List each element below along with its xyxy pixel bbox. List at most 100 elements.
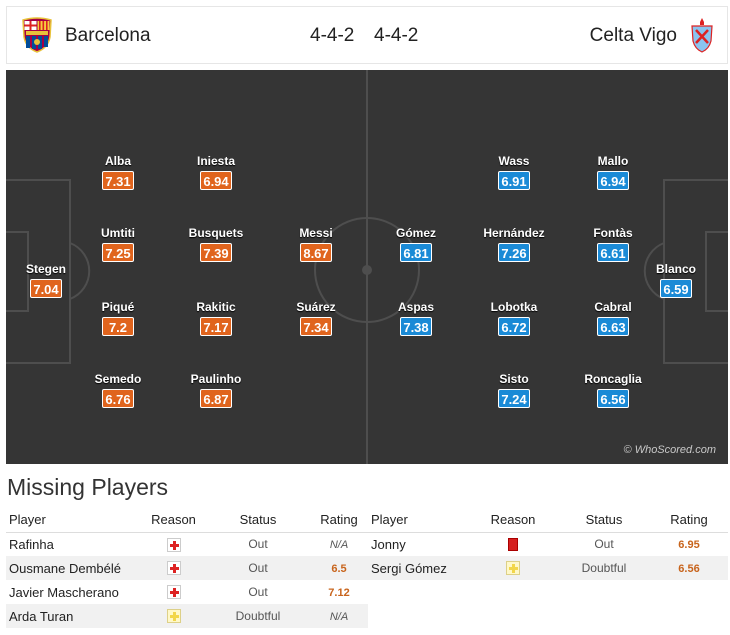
home-formation: 4-4-2: [310, 25, 355, 46]
player-name: Suárez: [296, 300, 336, 314]
home-player-rakitic[interactable]: Rakitic 7.17: [176, 300, 256, 337]
reason-cell: [141, 532, 206, 556]
missing-player-name[interactable]: Ousmane Dembélé: [6, 556, 141, 580]
home-player-suarez[interactable]: Suárez 7.34: [276, 300, 356, 337]
status-cell: Out: [594, 537, 614, 552]
missing-player-row: Javier Mascherano Out 7.12: [6, 580, 368, 604]
injury-icon: [166, 537, 181, 552]
missing-player-name[interactable]: Sergi Gómez: [368, 556, 468, 580]
away-player-cabral[interactable]: Cabral 6.63: [573, 300, 653, 337]
column-rating: Rating: [310, 508, 368, 533]
player-rating: 7.24: [498, 389, 530, 408]
player-name: Stegen: [25, 262, 66, 276]
player-name: Messi: [299, 226, 333, 240]
home-missing-table: Player Reason Status Rating Rafinha Out N/…: [6, 508, 368, 628]
player-rating: 6.61: [597, 243, 629, 262]
status-cell: Out: [248, 585, 268, 599]
column-status: Status: [558, 508, 650, 533]
player-name: Lobotka: [490, 300, 538, 314]
player-rating: 7.04: [30, 279, 62, 298]
away-player-roncaglia[interactable]: Roncaglia 6.56: [573, 372, 653, 409]
player-name: Fontàs: [593, 226, 633, 240]
player-name: Gómez: [395, 226, 436, 240]
player-rating: 6.94: [200, 171, 232, 190]
player-rating: 7.39: [200, 243, 232, 262]
missing-player-row: Arda Turan Doubtful N/A: [6, 604, 368, 628]
player-name: Blanco: [655, 262, 696, 276]
away-player-wass[interactable]: Wass 6.91: [474, 154, 554, 191]
rating-cell: 6.95: [650, 532, 728, 556]
home-team-name[interactable]: Barcelona: [65, 25, 151, 46]
column-reason: Reason: [141, 508, 206, 533]
column-player: Player: [368, 508, 468, 533]
home-player-semedo[interactable]: Semedo 6.76: [78, 372, 158, 409]
player-name: Mallo: [597, 154, 629, 168]
home-player-alba[interactable]: Alba 7.31: [78, 154, 158, 191]
player-name: Iniesta: [196, 154, 235, 168]
player-rating: 7.17: [200, 317, 232, 336]
player-name: Hernández: [483, 226, 545, 240]
missing-player-rating: 6.5: [331, 563, 347, 575]
away-player-hernandez[interactable]: Hernández 7.26: [474, 226, 554, 263]
column-player: Player: [6, 508, 141, 533]
pitch-lines: [6, 70, 728, 464]
player-rating: 7.26: [498, 243, 530, 262]
away-player-lobotka[interactable]: Lobotka 6.72: [474, 300, 554, 337]
player-name: Piqué: [101, 300, 135, 314]
away-player-gomez[interactable]: Gómez 6.81: [376, 226, 456, 263]
player-name: Umtiti: [101, 226, 135, 240]
celta-vigo-crest-icon[interactable]: [689, 17, 715, 53]
player-rating: 6.59: [660, 279, 692, 298]
missing-player-name[interactable]: Jonny: [371, 536, 406, 552]
reason-cell: [141, 556, 206, 580]
missing-player-name[interactable]: Javier Mascherano: [9, 584, 119, 600]
away-player-aspas[interactable]: Aspas 7.38: [376, 300, 456, 337]
missing-player-row: Sergi Gómez Doubtful 6.56: [368, 556, 728, 580]
away-missing-table: Player Reason Status Rating Jonny Out 6.95…: [368, 508, 728, 580]
missing-player-rating: 6.95: [678, 539, 700, 552]
player-rating: 6.94: [597, 171, 629, 190]
missing-player-rating: 6.56: [678, 563, 700, 575]
player-name: Busquets: [188, 226, 244, 240]
player-name: Semedo: [94, 372, 142, 386]
home-player-busquets[interactable]: Busquets 7.39: [176, 226, 256, 263]
status-cell: Doubtful: [558, 556, 650, 580]
away-player-sisto[interactable]: Sisto 7.24: [474, 372, 554, 409]
home-player-iniesta[interactable]: Iniesta 6.94: [176, 154, 256, 191]
doubtful-icon: [506, 561, 520, 576]
injury-icon: [166, 561, 181, 576]
home-player-paulinho[interactable]: Paulinho 6.87: [176, 372, 256, 409]
home-player-messi[interactable]: Messi 8.67: [276, 226, 356, 263]
barcelona-crest-icon[interactable]: [21, 17, 53, 53]
away-player-fontas[interactable]: Fontàs 6.61: [573, 226, 653, 263]
away-player-blanco[interactable]: Blanco 6.59: [636, 262, 716, 299]
away-team-name[interactable]: Celta Vigo: [589, 25, 677, 46]
rating-cell: N/A: [310, 532, 368, 556]
missing-player-name[interactable]: Arda Turan: [6, 604, 141, 628]
player-name: Sisto: [499, 372, 529, 386]
doubtful-icon: [166, 609, 181, 624]
missing-player-rating: N/A: [329, 539, 349, 552]
home-player-umtiti[interactable]: Umtiti 7.25: [78, 226, 158, 263]
missing-player-name[interactable]: Rafinha: [9, 536, 54, 552]
missing-player-row: Rafinha Out N/A: [6, 532, 368, 556]
match-header: Barcelona 4-4-2 4-4-2 Celta Vigo: [6, 6, 728, 64]
player-rating: 6.87: [200, 389, 232, 408]
column-reason: Reason: [468, 508, 558, 533]
reason-cell: [468, 532, 558, 556]
red-card-icon: [508, 538, 518, 552]
home-player-stegen[interactable]: Stegen 7.04: [6, 262, 86, 299]
player-name: Aspas: [397, 300, 435, 314]
reason-cell: [468, 556, 558, 580]
player-rating: 6.91: [498, 171, 530, 190]
home-player-pique[interactable]: Piqué 7.2: [78, 300, 158, 337]
away-player-mallo[interactable]: Mallo 6.94: [573, 154, 653, 191]
player-rating: 8.67: [300, 243, 332, 262]
rating-cell: N/A: [310, 604, 368, 628]
pitch: Stegen 7.04 Alba 7.31 Umtiti 7.25 Piqué 7.2 Seme…: [6, 70, 728, 464]
player-rating: 7.25: [102, 243, 134, 262]
reason-cell: [141, 604, 206, 628]
missing-player-row: Ousmane Dembélé Out 6.5: [6, 556, 368, 580]
rating-cell: 6.5: [310, 556, 368, 580]
player-rating: 6.72: [498, 317, 530, 336]
